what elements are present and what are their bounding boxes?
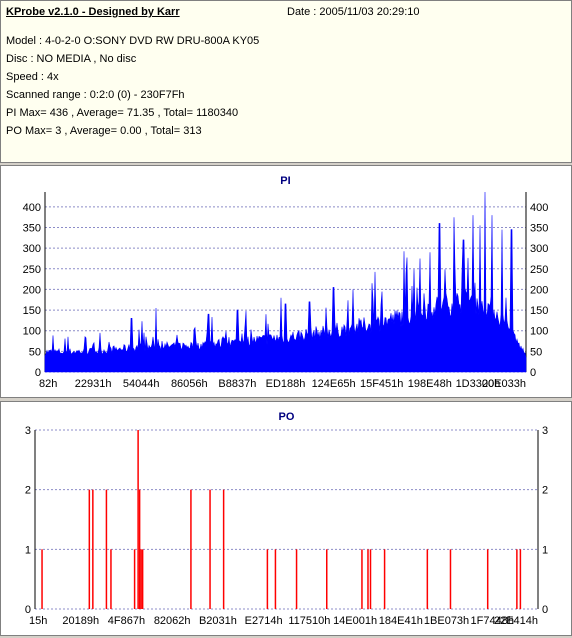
y-tick-label-right: 50 — [530, 346, 542, 358]
pi-chart-title: PI — [280, 175, 290, 187]
x-tick-label: 82h — [39, 378, 57, 390]
y-tick-label-left: 350 — [23, 223, 41, 235]
y-tick-label-right: 200 — [530, 284, 548, 296]
y-tick-label-left: 100 — [23, 326, 41, 338]
x-tick-label: 4F867h — [108, 615, 145, 627]
po-chart-title: PO — [279, 411, 295, 423]
pi-chart: PI 0 0 50 50 100 100 150 150 200 200 250 250 300 300 35… — [23, 175, 549, 390]
y-tick-label-right: 250 — [530, 264, 548, 276]
pi-summary-line: PI Max= 436 , Average= 71.35 , Total= 11… — [6, 107, 239, 119]
x-tick-label: 124E65h — [312, 378, 356, 390]
model-line: Model : 4-0-2-0 O:SONY DVD RW DRU-800A K… — [6, 35, 260, 47]
x-tick-label: 22E414h — [494, 615, 538, 627]
y-tick-label-right: 400 — [530, 202, 548, 214]
x-tick-label: 82062h — [154, 615, 191, 627]
y-tick-label-left: 0 — [35, 367, 41, 379]
x-tick-label: 1BE073h — [424, 615, 469, 627]
x-tick-label: 184E41h — [379, 615, 423, 627]
scan-date: Date : 2005/11/03 20:29:10 — [287, 6, 420, 18]
y-tick-label-right: 300 — [530, 243, 548, 255]
y-tick-label-right: 350 — [530, 223, 548, 235]
x-tick-label: 20E033h — [482, 378, 526, 390]
x-tick-label: 54044h — [123, 378, 160, 390]
scan-range-line: Scanned range : 0:2:0 (0) - 230F7Fh — [6, 89, 185, 101]
y-tick-label-right: 0 — [530, 367, 536, 379]
disc-line: Disc : NO MEDIA , No disc — [6, 53, 137, 65]
y-tick-label-left: 1 — [25, 544, 31, 556]
x-tick-label: B2031h — [199, 615, 237, 627]
x-tick-label: 22931h — [75, 378, 112, 390]
po-chart: PO 0 0 1 1 2 2 3 3 15h 20189h 4F867h 82062h B2031h E27… — [25, 411, 548, 627]
y-tick-label-left: 150 — [23, 305, 41, 317]
y-tick-label-right: 1 — [542, 544, 548, 556]
x-tick-label: 198E48h — [408, 378, 452, 390]
x-tick-label: 117510h — [288, 615, 330, 627]
app-title: KProbe v2.1.0 - Designed by Karr — [6, 6, 180, 18]
x-tick-label: 86056h — [171, 378, 208, 390]
y-tick-label-right: 0 — [542, 604, 548, 616]
po-summary-line: PO Max= 3 , Average= 0.00 , Total= 313 — [6, 125, 202, 137]
y-tick-label-right: 100 — [530, 326, 548, 338]
x-tick-label: 1F7448h — [471, 615, 514, 627]
y-tick-label-left: 0 — [25, 604, 31, 616]
speed-line: Speed : 4x — [6, 71, 59, 83]
y-tick-label-left: 2 — [25, 485, 31, 497]
y-tick-label-left: 250 — [23, 264, 41, 276]
x-tick-label: 20189h — [62, 615, 99, 627]
y-tick-label-right: 3 — [542, 425, 548, 437]
y-tick-label-right: 150 — [530, 305, 548, 317]
po-chart-panel: PO 0 0 1 1 2 2 3 3 15h 20189h 4F867h 82062h B2031h E27… — [0, 401, 572, 636]
y-tick-label-right: 2 — [542, 485, 548, 497]
x-tick-label: B8837h — [218, 378, 256, 390]
y-tick-label-left: 300 — [23, 243, 41, 255]
info-panel: KProbe v2.1.0 - Designed by Karr Date : … — [0, 0, 572, 163]
x-tick-label: 15F451h — [360, 378, 403, 390]
y-tick-label-left: 50 — [29, 346, 41, 358]
x-tick-label: 15h — [29, 615, 47, 627]
x-tick-label: ED188h — [266, 378, 306, 390]
pi-chart-panel: PI 0 0 50 50 100 100 150 150 200 200 250 250 300 300 35… — [0, 165, 572, 398]
x-tick-label: 14E001h — [333, 615, 377, 627]
x-tick-label: E2714h — [245, 615, 283, 627]
y-tick-label-left: 400 — [23, 202, 41, 214]
pi-series-bars — [44, 191, 527, 373]
y-tick-label-left: 3 — [25, 425, 31, 437]
y-tick-label-left: 200 — [23, 284, 41, 296]
x-tick-label: 1D3300h — [456, 378, 501, 390]
